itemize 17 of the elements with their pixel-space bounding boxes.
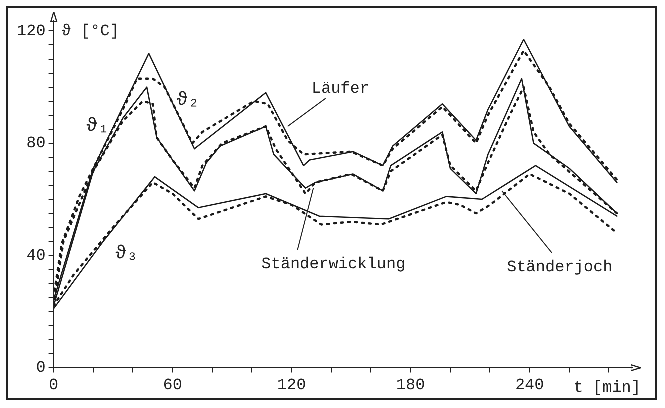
y-tick-label: 0 (36, 359, 46, 378)
y-tick-label: 120 (16, 22, 46, 40)
annotation: ϑ₁ (86, 115, 110, 138)
x-axis-title: t [min] (574, 379, 641, 398)
x-tick-label: 120 (277, 376, 306, 395)
y-axis-title: ϑ [°C] (62, 22, 120, 40)
annotation: ϑ₃ (115, 242, 138, 265)
annotation: Ständerjoch (507, 258, 613, 276)
y-tick-label: 80 (26, 134, 46, 153)
x-tick-label: 60 (163, 376, 182, 395)
annotation: ϑ₂ (176, 88, 200, 111)
x-tick-label: 0 (49, 376, 59, 395)
x-tick-label: 240 (515, 376, 544, 395)
annotation: Ständerwicklung (262, 256, 406, 274)
y-tick-label: 40 (26, 246, 46, 265)
annotation: Läufer (312, 80, 370, 98)
x-tick-label: 180 (396, 376, 426, 395)
